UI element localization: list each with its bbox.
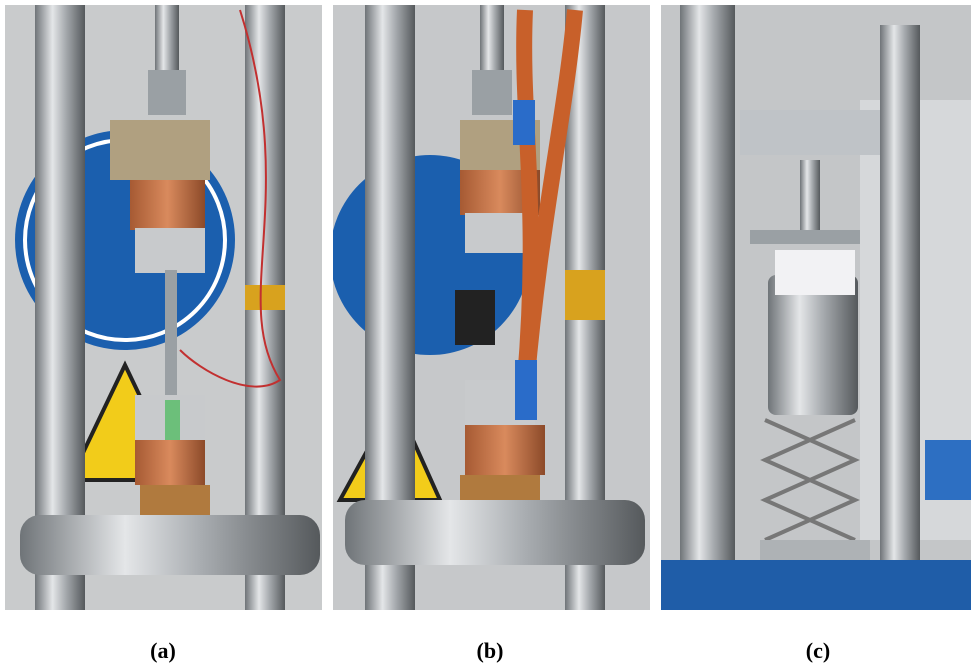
photo-b [330, 5, 650, 610]
photos [0, 0, 971, 630]
panel-label: (c) [758, 638, 878, 664]
panel-label: (a) [103, 638, 223, 664]
panel-label: (b) [430, 638, 550, 664]
photo-a [5, 5, 322, 610]
figure: (a) (b) (c) [0, 0, 971, 666]
photo-c [661, 5, 971, 610]
